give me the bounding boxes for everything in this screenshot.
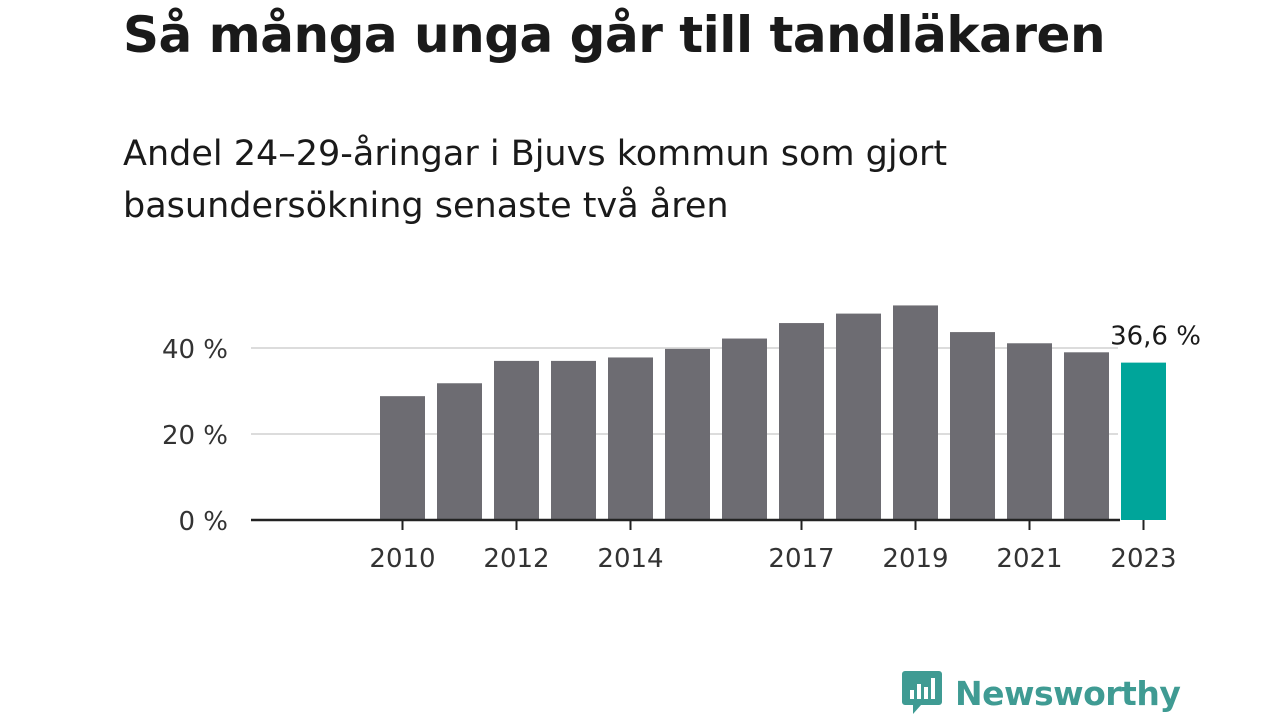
x-tick-label: 2012 — [483, 544, 549, 574]
bar — [665, 348, 710, 520]
bar — [494, 360, 539, 520]
bar — [779, 323, 824, 520]
chart-subtitle: Andel 24–29-åringar i Bjuvs kommun som g… — [123, 134, 948, 226]
y-axis-ticks: 0 % 20 % 40 % — [162, 335, 228, 537]
logo-text: Newsworthy — [955, 673, 1181, 713]
bar — [551, 360, 596, 520]
bar — [1064, 352, 1109, 520]
chart-title: Så många unga går till tandläkaren — [123, 6, 1106, 64]
x-tick-label: 2019 — [882, 544, 948, 574]
bar — [437, 383, 482, 520]
y-tick-label: 20 % — [162, 421, 228, 451]
bar — [950, 332, 995, 520]
bars — [380, 305, 1166, 520]
x-tick-label: 2014 — [597, 544, 663, 574]
y-tick-label: 40 % — [162, 335, 228, 365]
bar-highlight — [1121, 362, 1166, 520]
bar — [608, 357, 653, 520]
x-tick-label: 2021 — [996, 544, 1062, 574]
bar — [1007, 343, 1052, 520]
x-tick-label: 2017 — [768, 544, 834, 574]
highlight-data-label: 36,6 % — [1110, 322, 1201, 352]
newsworthy-logo: Newsworthy — [901, 669, 1181, 717]
bar-chart: 0 % 20 % 40 % 2010 2012 2014 2017 2019 2021 2023… — [162, 305, 1201, 574]
x-tick-label: 2010 — [369, 544, 435, 574]
bar — [836, 313, 881, 520]
bar — [380, 396, 425, 520]
bar — [722, 338, 767, 520]
newsworthy-logo-icon — [902, 671, 942, 714]
y-tick-label: 0 % — [178, 507, 228, 537]
x-tick-label: 2023 — [1110, 544, 1176, 574]
x-axis-ticks: 2010 2012 2014 2017 2019 2021 2023 — [369, 520, 1177, 574]
bar — [893, 305, 938, 520]
